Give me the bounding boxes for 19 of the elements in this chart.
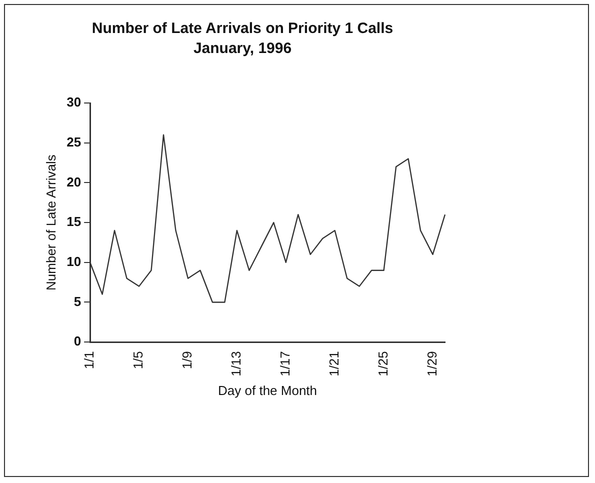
y-tick-label: 20 (66, 174, 82, 190)
chart-subtitle: January, 1996 (193, 40, 292, 58)
y-tick-label: 25 (66, 134, 82, 150)
y-tick-label: 0 (74, 334, 82, 349)
y-tick-label: 15 (66, 214, 82, 230)
x-tick-label: 1/5 (130, 351, 146, 370)
x-axis-title: Day of the Month (218, 382, 318, 398)
y-tick-label: 30 (66, 94, 82, 110)
y-tick-label: 10 (66, 254, 82, 269)
x-tick-label: 1/13 (228, 351, 244, 376)
x-tick-label: 1/17 (277, 351, 292, 376)
x-tick-label: 1/1 (82, 351, 97, 370)
y-axis-title: Number of Late Arrivals (43, 154, 58, 290)
x-tick-label: 1/9 (180, 351, 195, 370)
x-tick-label: 1/25 (375, 351, 390, 376)
y-tick-label: 5 (74, 294, 82, 309)
chart-title: Number of Late Arrivals on Priority 1 Calls (92, 20, 394, 38)
x-tick-label: 1/29 (424, 351, 440, 376)
x-tick-label: 1/21 (326, 351, 342, 376)
